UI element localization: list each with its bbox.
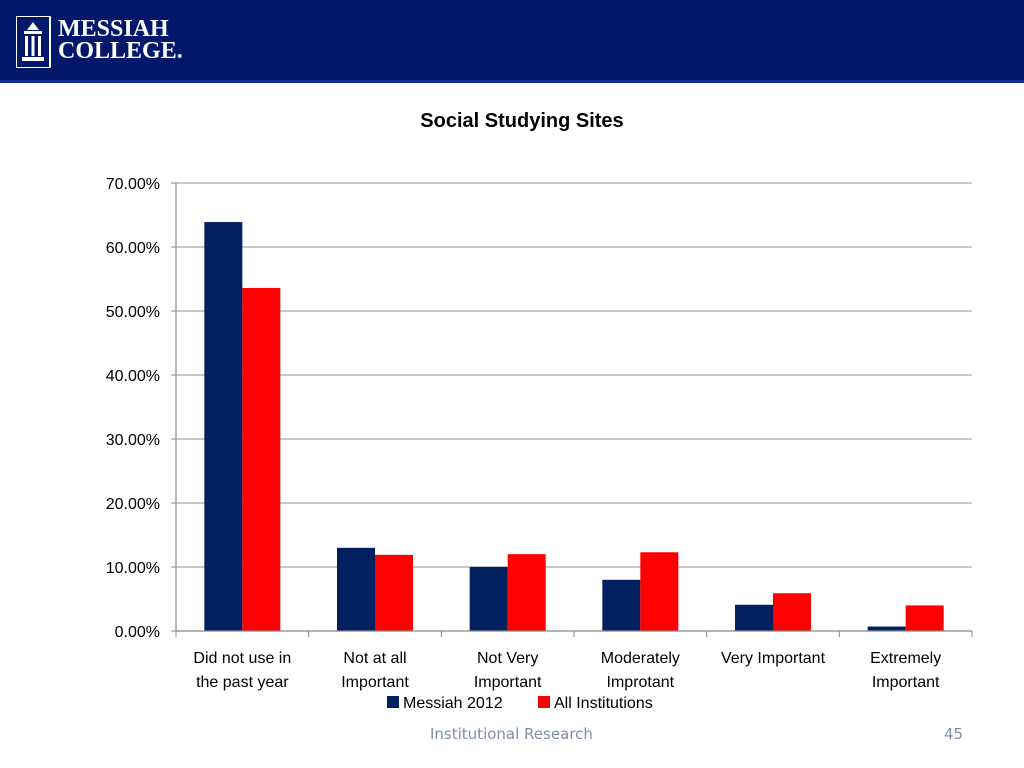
bar-messiah-2012 (469, 567, 508, 631)
y-tick-label: 0.00% (115, 624, 160, 641)
bars (204, 222, 944, 632)
x-category-label: Did not use in (193, 650, 291, 667)
legend: Messiah 2012 All Institutions (387, 695, 653, 712)
bar-messiah-2012 (867, 626, 906, 631)
x-category-label: Very Important (721, 650, 826, 667)
x-category-label: Important (341, 674, 409, 691)
bar-all-institutions (507, 554, 546, 631)
x-category-label: Important (872, 674, 940, 691)
bar-messiah-2012 (735, 604, 773, 631)
bar-all-institutions (375, 554, 413, 631)
gridlines (176, 182, 972, 568)
y-tick-label: 60.00% (106, 240, 160, 257)
y-tick-label: 30.00% (106, 432, 160, 449)
bar-messiah-2012 (602, 579, 641, 631)
legend-swatch (538, 696, 550, 708)
bar-chart: Social Studying Sites 0.00% 10.00% 20.00% 3… (106, 110, 973, 712)
legend-swatch (387, 696, 399, 708)
legend-label: Messiah 2012 (403, 695, 503, 712)
y-tick-label: 10.00% (106, 560, 160, 577)
bar-all-institutions (242, 287, 281, 631)
x-category-label: Moderately (601, 650, 680, 667)
y-tick-label: 50.00% (106, 304, 160, 321)
bar-messiah-2012 (337, 547, 375, 631)
bar-all-institutions (640, 552, 679, 631)
x-category-label: Improtant (607, 674, 675, 691)
y-tick-label: 40.00% (106, 368, 160, 385)
bar-all-institutions (905, 605, 944, 631)
header-bar: MESSIAH COLLEGE. (0, 0, 1024, 83)
bar-messiah-2012 (204, 222, 243, 632)
x-category-label: the past year (196, 674, 289, 691)
building-icon (16, 16, 51, 68)
x-category-label: Not Very (477, 650, 538, 667)
page-number: 45 (944, 725, 964, 743)
logo-line-2: COLLEGE. (58, 38, 183, 64)
bar-all-institutions (773, 593, 811, 631)
logo-text: MESSIAH COLLEGE. (58, 16, 183, 64)
x-category-label: Extremely (870, 650, 941, 667)
axes: 0.00% 10.00% 20.00% 30.00% 40.00% 50.00% 60.00… (106, 176, 973, 691)
x-category-label: Not at all (343, 650, 406, 667)
messiah-college-logo (16, 16, 51, 68)
y-tick-label: 20.00% (106, 496, 160, 513)
logo-line-1: MESSIAH (58, 16, 169, 42)
chart-title: Social Studying Sites (420, 110, 623, 132)
y-tick-label: 70.00% (106, 176, 160, 193)
x-category-label: Important (474, 674, 542, 691)
legend-label: All Institutions (554, 695, 653, 712)
footer-text: Institutional Research (430, 725, 593, 743)
